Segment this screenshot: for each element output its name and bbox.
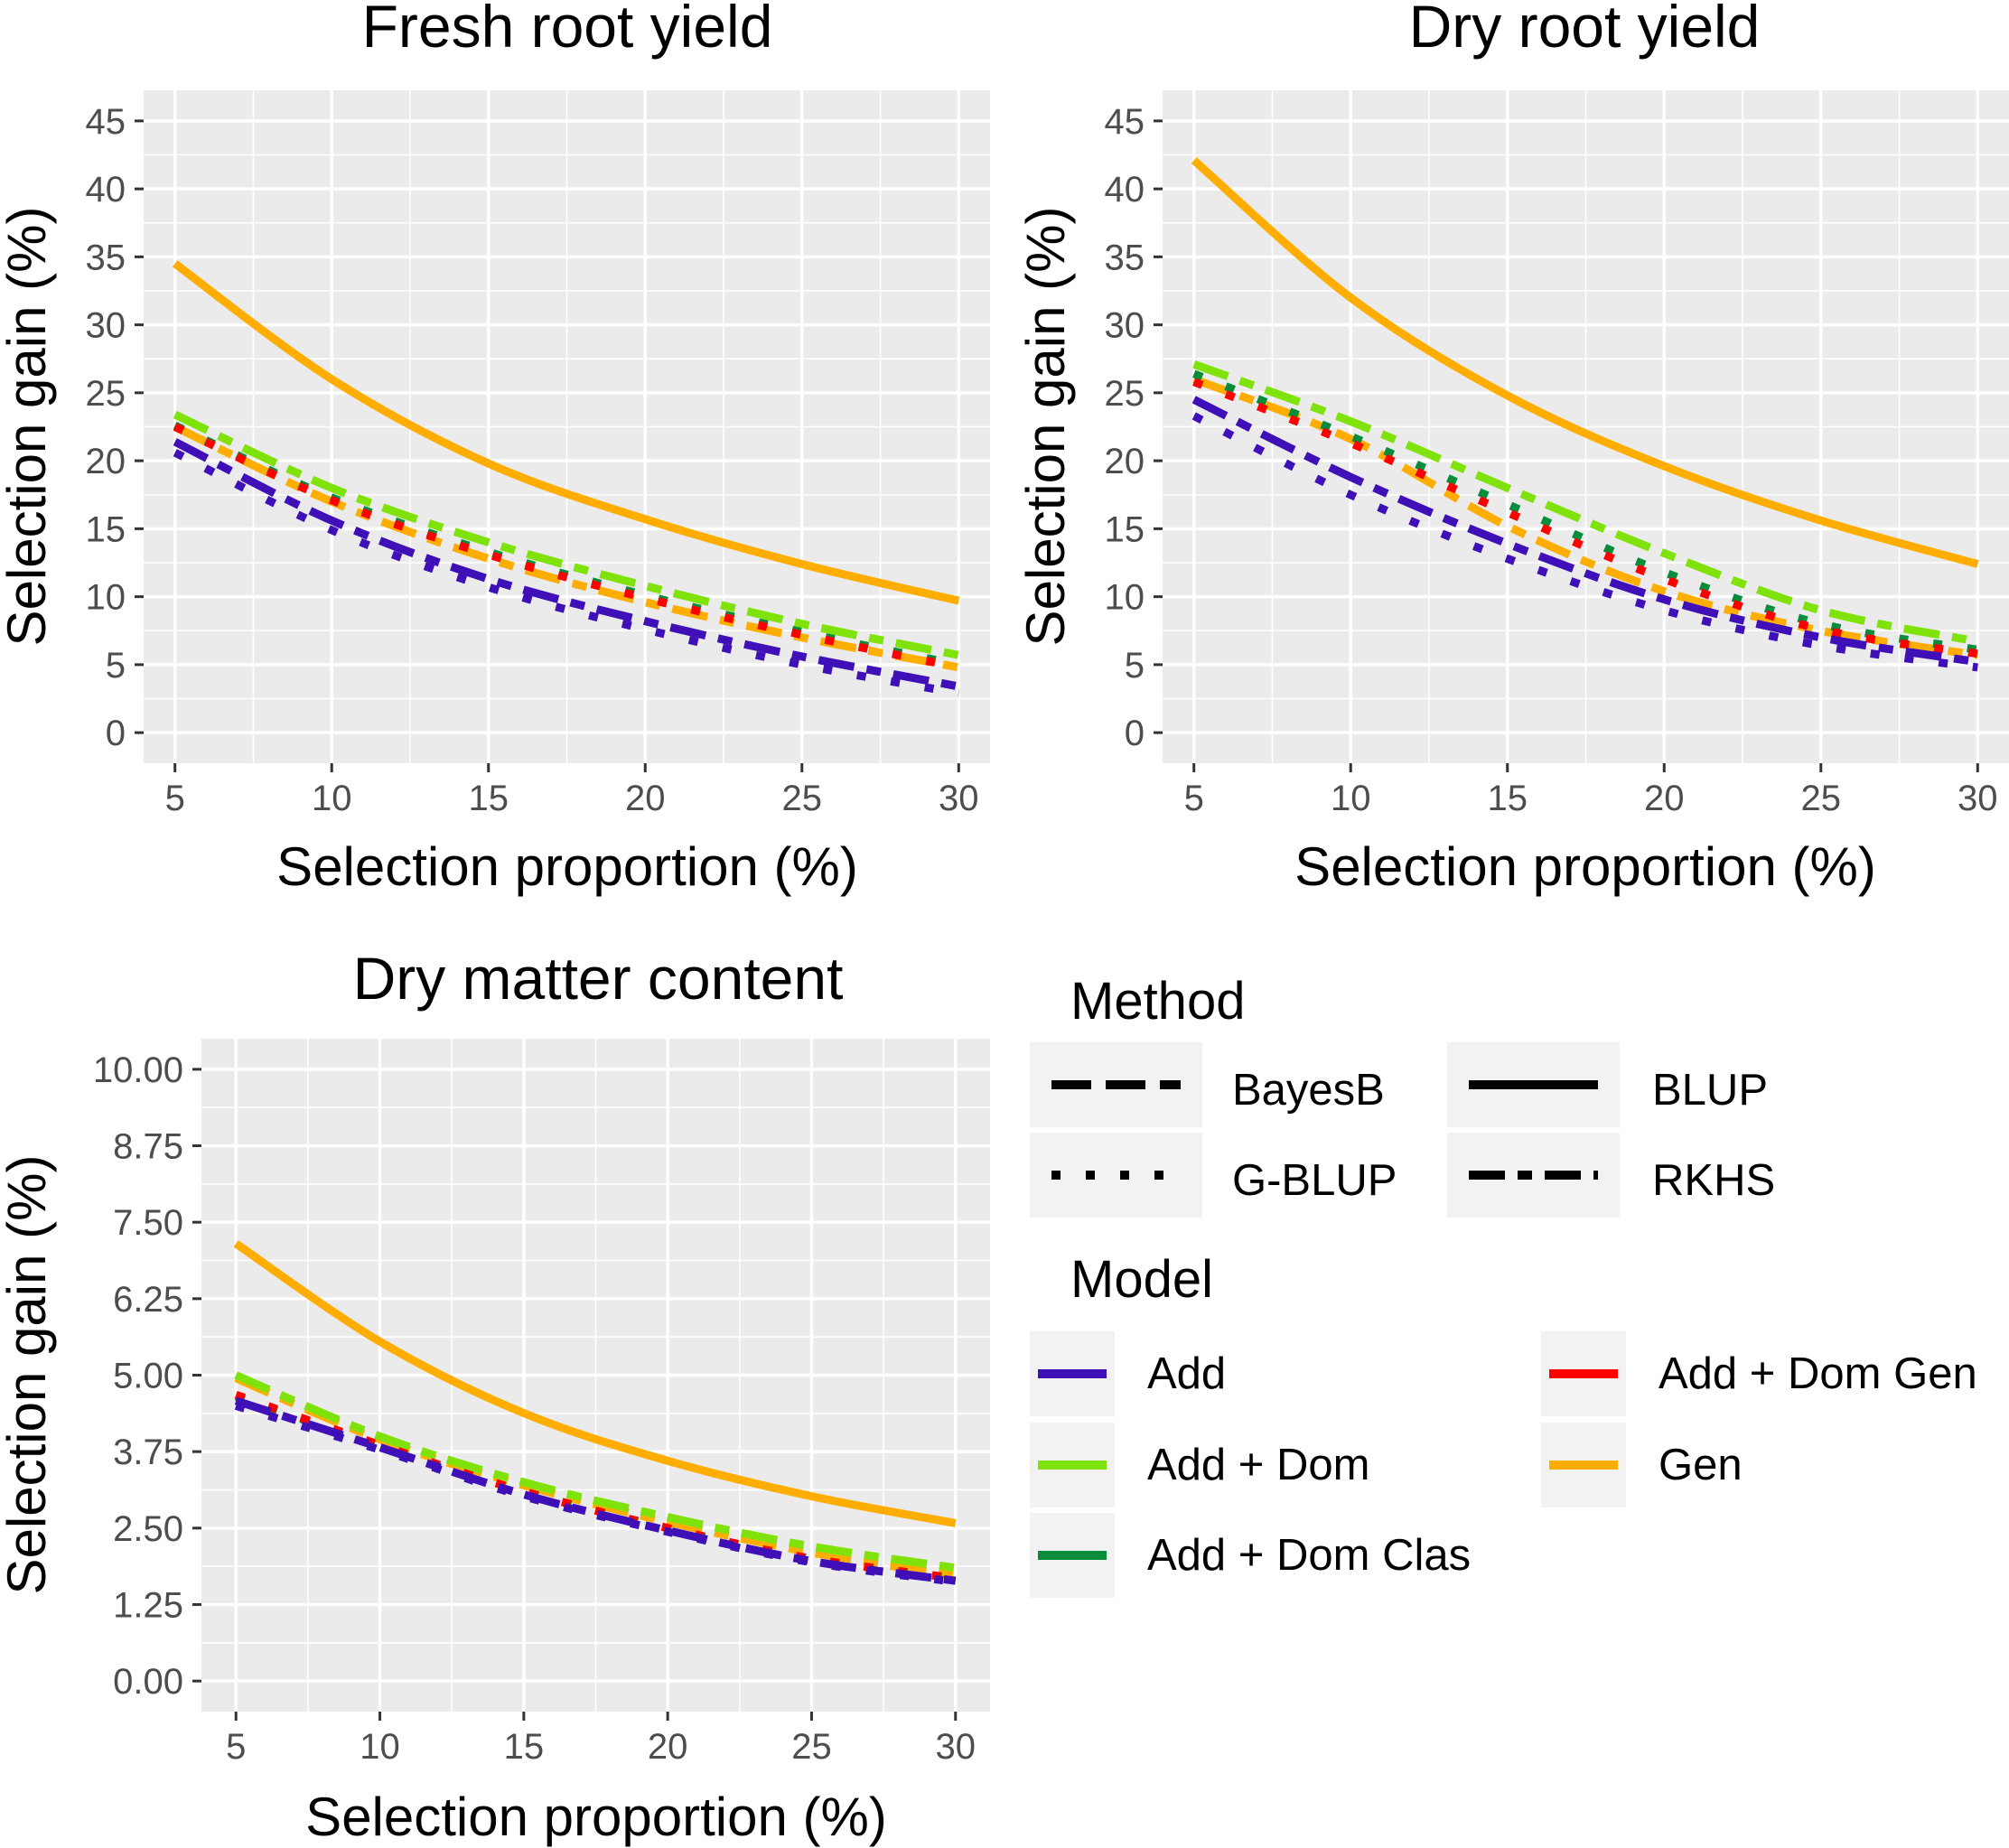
legend-label-model: Add + Dom Clas — [1147, 1531, 1471, 1580]
x-tick-label: 10 — [360, 1727, 400, 1767]
y-axis-ticks: 0.00 1.25 2.50 3.75 5.00 6.25 7.50 8.75 10.00 — [93, 1050, 201, 1702]
x-axis-ticks: 5 10 15 20 25 30 — [226, 1712, 976, 1767]
series-line-rkhs-add-dom — [1192, 360, 1979, 646]
series-line-g-blup-add-dom-gen — [1192, 378, 1978, 658]
y-tick-label: 15 — [86, 509, 126, 549]
y-axis-title: Selection gain (%) — [1015, 207, 1076, 647]
y-tick-label: 45 — [86, 102, 126, 142]
method-keys: BayesB G-BLUP BLUP RKHS — [1030, 1042, 1775, 1218]
x-tick-label: 10 — [312, 779, 352, 818]
y-tick-label: 30 — [86, 306, 126, 346]
x-tick-label: 20 — [648, 1727, 688, 1767]
gridlines — [201, 1039, 990, 1712]
x-tick-label: 25 — [782, 779, 823, 818]
x-tick-label: 30 — [939, 779, 979, 818]
x-tick-label: 25 — [1801, 779, 1842, 818]
y-axis-title: Selection gain (%) — [0, 207, 57, 647]
legend-label-method: BLUP — [1652, 1066, 1768, 1115]
x-tick-label: 15 — [504, 1727, 545, 1767]
series-line-rkhs-add — [173, 438, 960, 691]
series-line-g-blup-add-dom-gen — [234, 1390, 957, 1582]
y-tick-label: 25 — [86, 374, 126, 414]
y-tick-label: 20 — [1105, 442, 1145, 481]
x-axis-title: Selection proportion (%) — [1294, 836, 1876, 897]
series-lines — [233, 1240, 957, 1586]
x-tick-label: 15 — [468, 779, 509, 818]
y-tick-label: 30 — [1105, 306, 1145, 346]
y-tick-label: 40 — [1105, 170, 1145, 210]
legend-label-model: Gen — [1659, 1441, 1743, 1489]
y-tick-label: 5 — [106, 646, 126, 686]
y-tick-label: 3.75 — [113, 1433, 183, 1472]
y-tick-label: 10 — [1105, 578, 1145, 618]
x-axis-ticks: 5 10 15 20 25 30 — [1184, 763, 1998, 818]
y-tick-label: 20 — [86, 442, 126, 481]
y-tick-label: 0 — [106, 714, 126, 753]
x-tick-label: 30 — [936, 1727, 976, 1767]
panel-dry-matter-content: Dry matter content 0.00 1.25 2.50 3.75 5.00 6… — [0, 945, 990, 1847]
legend-method-title: Method — [1070, 972, 1245, 1031]
x-tick-label: 10 — [1331, 779, 1371, 818]
x-tick-label: 5 — [1184, 779, 1204, 818]
y-tick-label: 7.50 — [113, 1203, 183, 1243]
y-tick-label: 1.25 — [113, 1585, 183, 1625]
legend-label-method: BayesB — [1232, 1066, 1385, 1115]
legend-model-title: Model — [1070, 1250, 1213, 1309]
y-tick-label: 25 — [1105, 374, 1145, 414]
y-tick-label: 8.75 — [113, 1127, 183, 1167]
model-keys: Add Add + Dom Add + Dom Clas Add + Dom Gen G… — [1030, 1331, 1977, 1598]
series-line-g-blup-add-dom-gen — [173, 423, 960, 672]
x-tick-label: 5 — [165, 779, 185, 818]
series-line-blup-gen — [1191, 157, 1979, 568]
series-line-g-blup-add — [1191, 412, 1978, 672]
y-tick-label: 5 — [1125, 646, 1145, 686]
legend-label-method: G-BLUP — [1232, 1156, 1397, 1205]
y-tick-label: 15 — [1105, 509, 1145, 549]
panel-title: Fresh root yield — [362, 0, 773, 60]
series-line-blup-gen — [173, 260, 960, 605]
y-tick-label: 35 — [1105, 238, 1145, 277]
legend-label-method: RKHS — [1652, 1156, 1775, 1205]
series-lines — [1191, 157, 1979, 672]
gridlines — [1163, 90, 2009, 763]
y-axis-title: Selection gain (%) — [0, 1155, 57, 1595]
y-tick-label: 35 — [86, 238, 126, 277]
y-tick-label: 5.00 — [113, 1357, 183, 1396]
series-line-rkhs-add — [1191, 396, 1978, 667]
y-tick-label: 10 — [86, 578, 126, 618]
series-line-rkhs-add-dom — [173, 410, 960, 659]
x-tick-label: 15 — [1487, 779, 1528, 818]
x-axis-title: Selection proportion (%) — [305, 1787, 887, 1847]
y-tick-label: 0.00 — [113, 1662, 183, 1702]
y-tick-label: 10.00 — [93, 1050, 183, 1090]
x-tick-label: 20 — [625, 779, 666, 818]
y-tick-label: 2.50 — [113, 1509, 183, 1549]
panel-title: Dry matter content — [353, 945, 844, 1012]
x-tick-label: 20 — [1644, 779, 1685, 818]
y-axis-ticks: 0 5 10 15 20 25 30 35 40 45 — [86, 102, 144, 753]
series-line-rkhs-gen — [173, 423, 960, 672]
series-lines — [173, 260, 960, 697]
legend-label-model: Add + Dom — [1147, 1441, 1369, 1489]
y-tick-label: 0 — [1125, 714, 1145, 753]
series-line-blup-gen — [233, 1240, 957, 1527]
x-tick-label: 25 — [791, 1727, 832, 1767]
y-tick-label: 45 — [1105, 102, 1145, 142]
y-tick-label: 40 — [86, 170, 126, 210]
x-axis-ticks: 5 10 15 20 25 30 — [165, 763, 979, 818]
x-tick-label: 30 — [1958, 779, 1998, 818]
y-axis-ticks: 0 5 10 15 20 25 30 35 40 45 — [1105, 102, 1163, 753]
legend-label-model: Add — [1147, 1349, 1226, 1398]
x-tick-label: 5 — [226, 1727, 246, 1767]
legend-label-model: Add + Dom Gen — [1659, 1349, 1977, 1398]
x-axis-title: Selection proportion (%) — [276, 836, 858, 897]
series-line-rkhs-add — [234, 1396, 957, 1585]
series-line-rkhs-add-dom — [234, 1371, 957, 1573]
y-tick-label: 6.25 — [113, 1280, 183, 1320]
panel-title: Dry root yield — [1409, 0, 1761, 60]
